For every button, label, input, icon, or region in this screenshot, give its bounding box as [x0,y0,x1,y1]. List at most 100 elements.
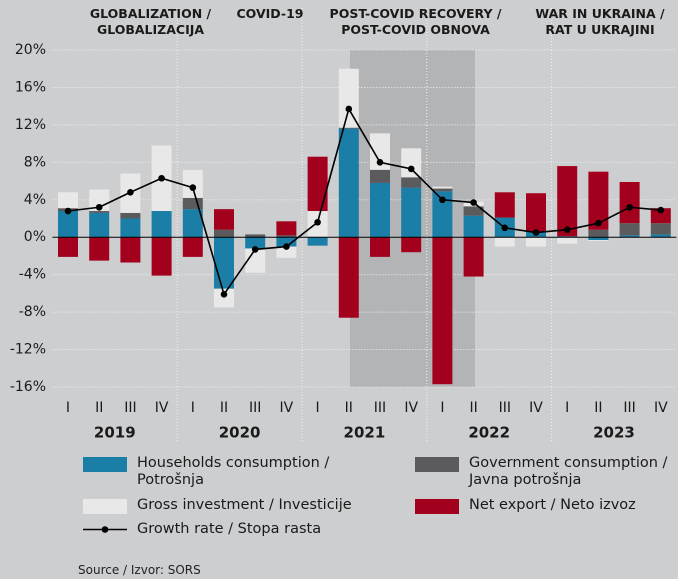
bar-segment [120,237,141,263]
bar-segment [307,156,328,212]
x-tick-label: III [623,400,635,416]
x-tick-label: III [249,400,261,416]
x-tick-label: III [374,400,386,416]
legend-label: Net export / Neto izvoz [469,497,636,513]
growth-point [189,184,197,191]
year-label: 2020 [219,424,261,442]
bar-segment [58,192,78,209]
y-tick-label: -12% [10,342,46,358]
bar-segment [619,235,640,238]
legend-label: Households consumption / Potrošnja [137,455,330,488]
bar-segment [463,206,484,216]
source: Source / Izvor: SORS [78,563,201,577]
bar-segment [619,181,640,224]
x-tick-label: II [594,400,602,416]
bar-segment [89,237,110,261]
legend-swatch [83,499,127,514]
bar-segment [401,237,422,253]
bar-segment [214,209,234,230]
bar-segment [650,223,671,235]
bar-segment [245,248,266,273]
year-label: 2019 [94,424,136,442]
bar-segment [214,229,234,238]
legend-label: Gross investment / Investicije [137,497,352,513]
year-label: 2022 [468,424,510,442]
y-tick-label: -16% [10,379,46,395]
bar-segment [338,128,359,238]
growth-point [439,196,446,204]
bar-segment [401,187,422,238]
growth-point [220,291,228,298]
y-tick-label: 12% [15,117,46,133]
x-tick-label: I [316,400,320,416]
x-tick-label: III [124,400,136,416]
bar-segment [276,246,297,258]
bar-segment [182,197,203,210]
bar-segment [370,237,390,257]
x-tick-label: IV [155,400,169,416]
bar-segment [588,237,609,241]
bar-segment [370,182,390,238]
bar-segment [526,237,546,247]
legend-swatch [415,457,459,472]
year-label: 2023 [593,424,635,442]
bar-segment [557,166,578,237]
bar-segment [370,169,390,183]
bar-segment [338,127,359,129]
bar-segment [276,237,297,247]
bar-segment [619,223,640,236]
growth-point [64,207,72,215]
legend-label: Growth rate / Stopa rasta [137,521,322,537]
growth-point [595,219,602,227]
x-tick-label: IV [404,400,418,416]
y-tick-label: -8% [19,304,46,320]
bar-segment [494,237,515,247]
growth-point [470,199,477,206]
bar-segment [120,218,141,238]
bar-segment [401,177,422,188]
legend-swatch [415,499,459,514]
x-tick-label: I [565,400,569,416]
bar-segment [526,193,546,232]
x-tick-label: IV [529,400,543,416]
x-tick-label: I [66,400,70,416]
x-tick-label: IV [280,400,294,416]
bar-segment [650,208,671,224]
growth-point [95,203,103,211]
growth-point [283,243,290,250]
growth-point [563,226,571,234]
growth-point [251,246,259,253]
bar-segment [276,221,297,236]
growth-point [127,188,134,196]
bar-segment [588,240,609,241]
bar-segment [245,237,266,249]
bar-segment [494,192,515,218]
bar-segment [89,212,110,238]
bar-segment [182,169,203,198]
annotation: WAR IN UKRAINA / RAT U UKRAJINI [535,6,665,37]
x-tick-label: II [345,400,353,416]
growth-point [345,105,353,113]
bar-segment [338,237,359,318]
x-tick-label: II [469,400,477,416]
annotation: POST-COVID RECOVERY / POST-COVID OBNOVA [329,6,502,37]
y-tick-label: 8% [24,154,46,170]
growth-point [657,206,665,214]
bar-segment [650,234,671,238]
growth-point [158,174,165,182]
bar-segment [151,211,172,238]
y-tick-label: 0% [24,229,46,245]
bar-segment [58,211,78,238]
bar-segment [588,229,609,238]
legend-label: Government consumption / Javna potrošnja [469,455,668,488]
growth-point [501,224,509,232]
bar-segment [432,188,453,192]
bar-segment [276,235,297,238]
x-tick-label: I [440,400,444,416]
bar-segment [182,237,203,257]
x-tick-label: I [191,400,195,416]
bar-segment [463,237,484,277]
growth-point [626,203,633,211]
